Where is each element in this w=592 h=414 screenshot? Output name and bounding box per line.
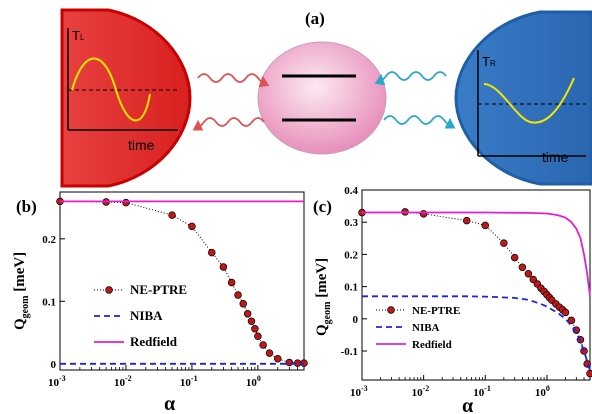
x-tick-label: 10-1: [180, 374, 198, 389]
y-tick-label: 0.1: [344, 282, 358, 294]
panel-b-ylabel: Qgeom [meV]: [12, 252, 31, 330]
y-tick-label: 0.3: [344, 217, 358, 229]
x-tick-label: 100: [535, 384, 550, 399]
panel-c-axes: [361, 189, 591, 381]
legend-ne-ptre-marker: [387, 306, 395, 314]
x-tick-label: 10-3: [48, 374, 66, 389]
panel-c-label: (c): [313, 197, 332, 216]
y-tick-label: 0.2: [42, 234, 56, 246]
ne-ptre-point: [518, 263, 527, 272]
panel-b-xlabel: α: [164, 393, 175, 414]
legend-label: Redfield: [412, 339, 452, 351]
ne-ptre-point: [524, 269, 533, 278]
schematic-panel: TL time TR time (a): [60, 8, 592, 188]
ne-ptre-point: [234, 291, 242, 299]
ne-ptre-point: [243, 310, 252, 318]
y-tick-label: 0.1: [42, 296, 56, 308]
ne-ptre-point: [259, 341, 267, 349]
panel-b: (b) 10-3 10-2 10-1 100 0 0.1 0.2 Qgeom [meV] α…: [12, 191, 308, 414]
ne-ptre-point: [168, 211, 176, 219]
niba-line: [362, 295, 591, 371]
ne-ptre-point: [188, 222, 196, 231]
x-tick-label: 10-2: [114, 374, 132, 389]
x-tick-label: 10-1: [473, 384, 491, 399]
ne-ptre-point: [500, 239, 508, 247]
ne-ptre-point: [122, 198, 130, 207]
x-tick-label: 100: [246, 374, 261, 389]
right-temp-label: TR: [482, 54, 496, 69]
panel-c-xlabel: α: [462, 395, 473, 414]
ne-ptre-point: [586, 369, 592, 378]
y-tick-label: -0.1: [341, 346, 358, 358]
panel-c-ylabel: Qgeom [meV]: [314, 258, 333, 336]
panel-b-axes: [59, 191, 305, 371]
ne-ptre-point: [510, 253, 519, 262]
right-time-label: time: [542, 149, 569, 165]
right-temperature-inset: TR time: [477, 50, 586, 165]
hot-bath: [60, 8, 192, 188]
hot-to-system-wave: [197, 73, 270, 88]
panel-c-legend: NE-PTRE NIBA Redfield: [376, 305, 460, 351]
legend-label: Redfield: [130, 334, 178, 349]
ne-ptre-point: [208, 248, 216, 257]
legend-label: NE-PTRE: [130, 282, 187, 297]
ne-ptre-point: [419, 210, 428, 218]
ne-ptre-point: [239, 300, 248, 308]
x-tick-label: 10-2: [412, 384, 430, 399]
ne-ptre-point: [580, 347, 588, 355]
legend-label: NE-PTRE: [412, 305, 460, 317]
legend-label: NIBA: [412, 322, 440, 334]
panel-c: (c) 10-3 10-2 10-1 100 -0.1 0 0.1 0.2 0.3 0.4 Qge…: [313, 185, 592, 414]
panel-b-ticks: 10-3 10-2 10-1 100 0 0.1 0.2: [42, 234, 305, 389]
legend-ne-ptre-marker: [105, 286, 113, 294]
ne-ptre-point: [254, 332, 262, 341]
left-time-label: time: [128, 137, 155, 153]
panel-b-label: (b): [16, 197, 37, 216]
y-tick-label: 0: [353, 314, 359, 326]
ne-ptre-point: [481, 221, 490, 230]
panel-a-label: (a): [305, 9, 325, 28]
ne-ptre-point: [285, 358, 294, 367]
ne-ptre-point: [219, 263, 228, 271]
y-tick-label: 0: [51, 359, 57, 371]
system-to-cold-wave: [383, 115, 456, 129]
panel-b-plot-area: [56, 197, 308, 367]
ne-ptre-point: [561, 308, 570, 317]
ne-ptre-point: [247, 317, 256, 326]
left-temp-label: TL: [72, 28, 85, 43]
panel-c-plot-area: [358, 208, 592, 378]
x-tick-label: 10-3: [350, 384, 368, 399]
ne-ptre-line: [361, 211, 591, 374]
cold-bath: [454, 10, 592, 186]
ne-ptre-point: [462, 216, 471, 225]
right-temperature-curve: [483, 77, 575, 124]
ne-ptre-point: [274, 355, 282, 363]
ne-ptre-point: [227, 278, 236, 287]
two-level-system: [257, 41, 387, 155]
ne-ptre-point: [567, 316, 576, 325]
system-to-hot-wave: [192, 117, 265, 131]
left-temperature-curve: [71, 57, 151, 122]
y-tick-label: 0.4: [344, 185, 358, 197]
ne-ptre-point: [251, 325, 259, 333]
ne-ptre-point: [265, 349, 274, 357]
panel-b-legend: NE-PTRE NIBA Redfield: [94, 282, 187, 349]
y-tick-label: 0.2: [344, 249, 358, 261]
panel-c-ticks: 10-3 10-2 10-1 100 -0.1 0 0.1 0.2 0.3 0.4: [341, 185, 591, 399]
left-temperature-inset: TL time: [67, 28, 178, 153]
legend-label: NIBA: [130, 308, 163, 323]
cold-to-system-wave: [374, 71, 447, 86]
redfield-line: [362, 211, 591, 297]
